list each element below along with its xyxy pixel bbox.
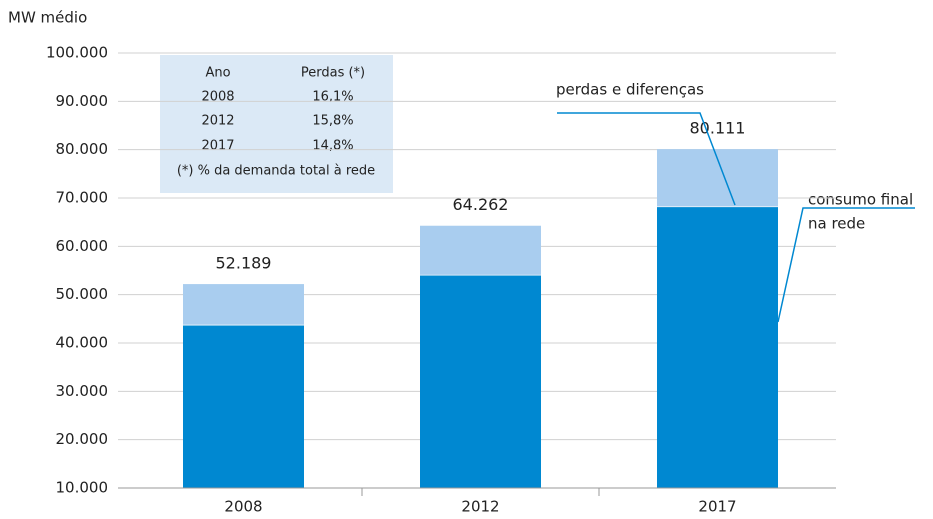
table-cell: 16,1% [312, 90, 353, 105]
x-tick-label: 2017 [698, 498, 736, 516]
inset-table-bg [160, 55, 393, 193]
y-tick-label: 30.000 [56, 382, 109, 400]
table-header: Perdas (*) [301, 66, 365, 81]
y-tick-label: 40.000 [56, 334, 109, 352]
x-tick-label: 2008 [224, 498, 262, 516]
table-cell: 2012 [201, 114, 234, 129]
annotation: perdas e diferenças [556, 81, 704, 99]
leader-line [557, 112, 736, 206]
annotation: na rede [808, 215, 865, 233]
bar-segment [420, 225, 541, 275]
y-tick-label: 70.000 [56, 189, 109, 207]
table-cell: 14,8% [312, 139, 353, 154]
y-tick-label: 10.000 [56, 479, 109, 497]
x-tick-label: 2012 [461, 498, 499, 516]
bar-segment [183, 324, 304, 488]
y-tick-label: 80.000 [56, 140, 109, 158]
bar-segment [657, 206, 778, 488]
leader-line [777, 207, 915, 323]
total-label: 80.111 [690, 119, 746, 138]
annotation: consumo final [808, 191, 913, 209]
y-tick-label: 90.000 [56, 92, 109, 110]
bar-segment [420, 274, 541, 488]
table-footnote: (*) % da demanda total à rede [177, 164, 375, 179]
y-tick-label: 20.000 [56, 430, 109, 448]
table-header: Ano [205, 66, 230, 81]
y-tick-label: 100.000 [46, 44, 108, 62]
y-tick-label: 50.000 [56, 285, 109, 303]
table-cell: 2017 [201, 139, 234, 154]
table-cell: 2008 [201, 90, 234, 105]
y-axis-label: MW médio [8, 9, 87, 27]
total-label: 64.262 [453, 195, 509, 214]
bar-segment [183, 284, 304, 325]
table-cell: 15,8% [312, 114, 353, 129]
y-tick-label: 60.000 [56, 237, 109, 255]
total-label: 52.189 [216, 254, 272, 273]
